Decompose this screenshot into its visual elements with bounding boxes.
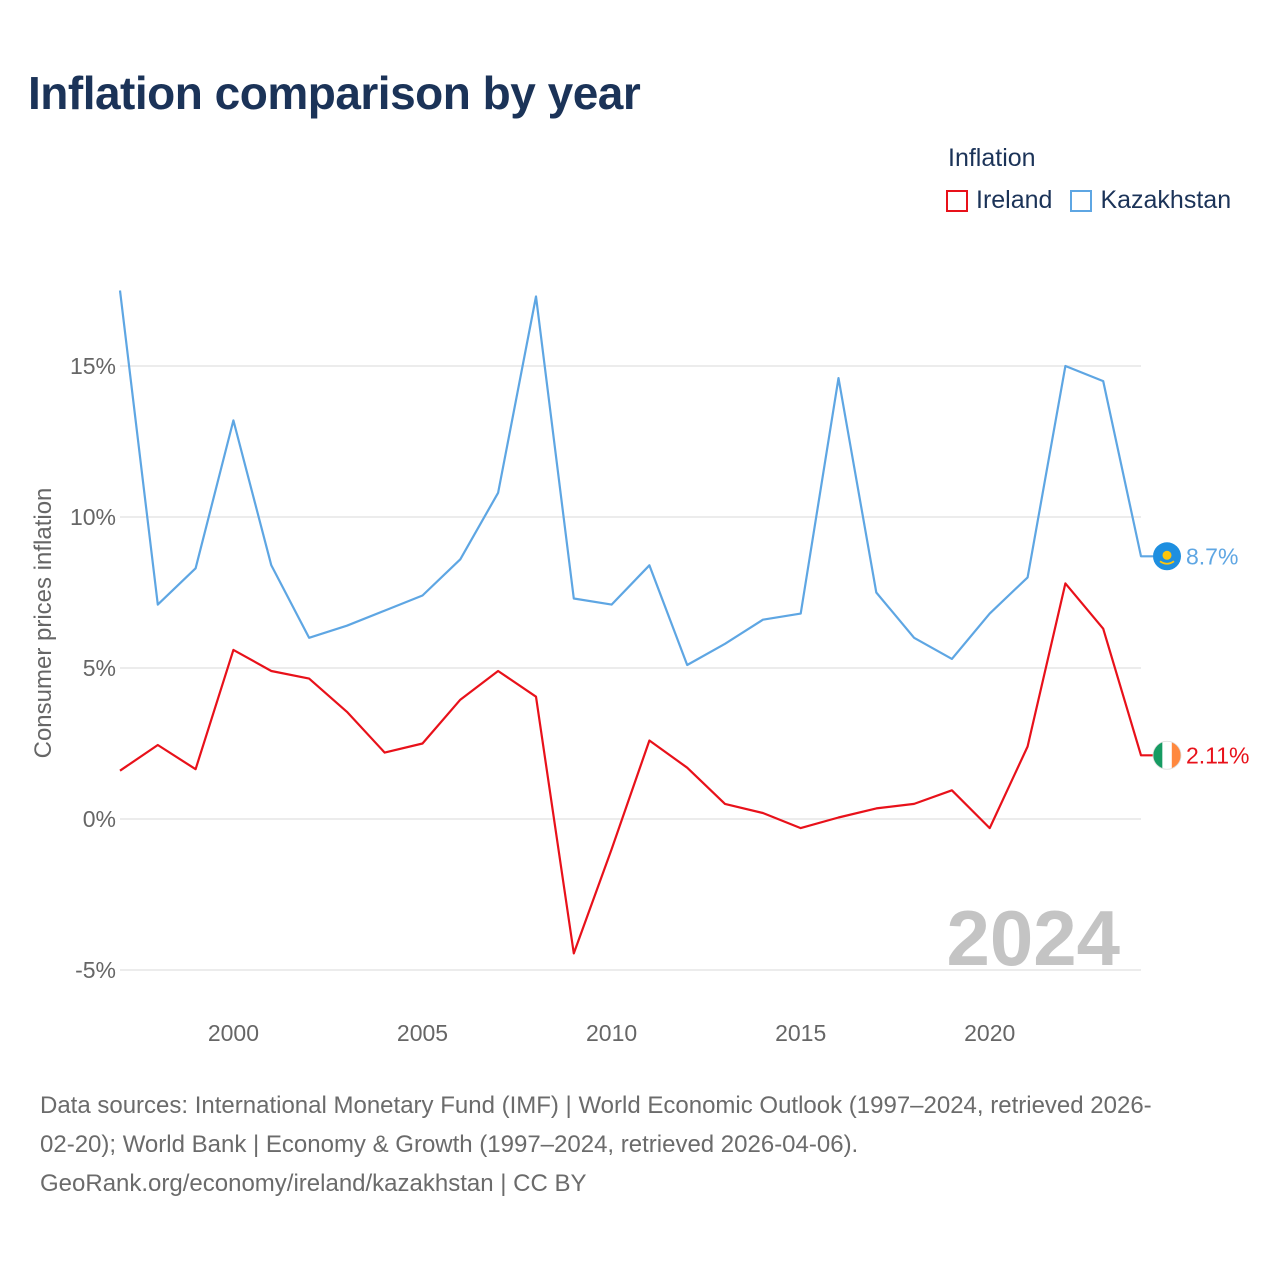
legend-title: Inflation	[948, 144, 1036, 172]
footer-sources-line-2: 02-20); World Bank | Economy & Growth (1…	[40, 1131, 859, 1158]
series-end-labels: 2.11% 8.7%	[1152, 542, 1250, 770]
y-axis-label: Consumer prices inflation	[30, 488, 57, 759]
legend-swatch-ireland	[946, 189, 968, 212]
legend-item-ireland[interactable]: Ireland	[946, 186, 1052, 215]
y-tick-label: -5%	[75, 957, 116, 983]
x-tick-label: 2005	[397, 1020, 448, 1046]
y-tick-label: 5%	[83, 655, 116, 681]
series-lines	[118, 290, 1153, 955]
legend: Ireland Kazakhstan	[946, 186, 1231, 215]
footer-attribution[interactable]: GeoRank.org/economy/ireland/kazakhstan |…	[40, 1170, 587, 1197]
footer: Data sources: International Monetary Fun…	[40, 1086, 1250, 1203]
legend-item-kazakhstan[interactable]: Kazakhstan	[1070, 186, 1231, 215]
legend-label-ireland: Ireland	[976, 186, 1053, 214]
y-tick-label: 10%	[70, 504, 116, 530]
x-tick-label: 2020	[964, 1020, 1015, 1046]
x-axis: 2000 2005 2010 2015 2020	[208, 1020, 1015, 1046]
kazakhstan-flag-icon	[1153, 542, 1181, 571]
end-label-ireland: 2.11%	[1186, 742, 1250, 768]
gridlines	[120, 365, 1141, 971]
end-label-kazakhstan: 8.7%	[1186, 543, 1238, 569]
y-tick-label: 0%	[83, 806, 116, 832]
x-tick-label: 2015	[775, 1020, 826, 1046]
ireland-flag-icon	[1152, 740, 1182, 770]
y-axis: -5% 0% 5% 10% 15%	[70, 353, 116, 983]
x-tick-label: 2000	[208, 1020, 259, 1046]
y-tick-label: 15%	[70, 353, 116, 379]
series-line-kazakhstan[interactable]	[118, 290, 1153, 667]
page-title: Inflation comparison by year	[28, 67, 641, 119]
legend-swatch-kazakhstan	[1070, 189, 1093, 212]
year-watermark: 2024	[946, 894, 1120, 982]
legend-label-kazakhstan: Kazakhstan	[1100, 186, 1232, 214]
x-tick-label: 2010	[586, 1020, 637, 1046]
series-line-ireland[interactable]	[119, 582, 1153, 955]
footer-sources-line-1: Data sources: International Monetary Fun…	[40, 1092, 1152, 1119]
